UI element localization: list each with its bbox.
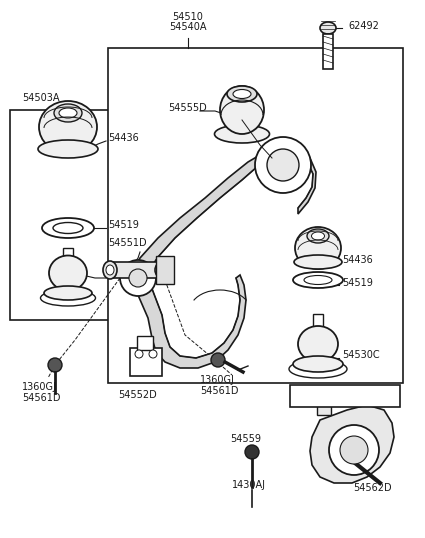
Circle shape bbox=[255, 137, 311, 193]
Text: 54503A: 54503A bbox=[22, 93, 60, 103]
Ellipse shape bbox=[304, 275, 332, 285]
Text: 54540A: 54540A bbox=[169, 22, 207, 32]
Ellipse shape bbox=[106, 265, 114, 275]
Ellipse shape bbox=[42, 218, 94, 238]
Text: 54530C: 54530C bbox=[342, 350, 380, 360]
Text: 54552D: 54552D bbox=[118, 390, 157, 400]
Bar bbox=[156, 256, 174, 284]
Bar bbox=[130, 348, 162, 376]
Text: REF,50-517: REF,50-517 bbox=[312, 391, 378, 401]
Bar bbox=[313, 314, 323, 344]
Ellipse shape bbox=[320, 22, 336, 34]
Circle shape bbox=[120, 260, 156, 296]
Ellipse shape bbox=[59, 108, 77, 118]
Ellipse shape bbox=[312, 232, 325, 240]
Bar bbox=[108, 48, 403, 383]
Text: 54519: 54519 bbox=[342, 278, 373, 288]
Polygon shape bbox=[310, 405, 394, 483]
Text: 54436: 54436 bbox=[108, 133, 139, 143]
Ellipse shape bbox=[307, 229, 329, 243]
Ellipse shape bbox=[295, 227, 341, 269]
Text: 54510: 54510 bbox=[173, 12, 204, 22]
Text: 54551D: 54551D bbox=[108, 238, 147, 248]
Ellipse shape bbox=[49, 256, 87, 291]
Ellipse shape bbox=[220, 86, 264, 134]
Circle shape bbox=[340, 436, 368, 464]
Circle shape bbox=[211, 353, 225, 367]
Ellipse shape bbox=[215, 125, 269, 143]
Circle shape bbox=[48, 358, 62, 372]
Polygon shape bbox=[130, 148, 316, 275]
Ellipse shape bbox=[289, 360, 347, 378]
Ellipse shape bbox=[53, 223, 83, 233]
Circle shape bbox=[129, 269, 147, 287]
Ellipse shape bbox=[40, 290, 96, 306]
Ellipse shape bbox=[155, 262, 169, 278]
Text: 54436: 54436 bbox=[342, 255, 373, 265]
Ellipse shape bbox=[39, 101, 97, 153]
Text: 1360GJ: 1360GJ bbox=[22, 382, 57, 392]
Bar bbox=[290, 385, 400, 407]
Text: 62492: 62492 bbox=[348, 21, 379, 31]
Text: 54559: 54559 bbox=[230, 434, 261, 444]
Ellipse shape bbox=[293, 356, 343, 372]
Ellipse shape bbox=[298, 326, 338, 362]
Ellipse shape bbox=[44, 286, 92, 300]
Text: 54519: 54519 bbox=[108, 220, 139, 230]
Ellipse shape bbox=[293, 272, 343, 288]
Circle shape bbox=[267, 149, 299, 181]
Bar bbox=[63, 248, 73, 273]
Bar bbox=[110, 262, 162, 278]
Bar bbox=[317, 403, 331, 415]
Ellipse shape bbox=[233, 89, 251, 98]
Ellipse shape bbox=[294, 255, 342, 269]
Text: 54561D: 54561D bbox=[200, 386, 238, 396]
Text: 54562D: 54562D bbox=[353, 483, 391, 493]
Polygon shape bbox=[130, 275, 246, 368]
Text: 1430AJ: 1430AJ bbox=[232, 480, 266, 490]
Ellipse shape bbox=[103, 261, 117, 279]
Bar bbox=[323, 34, 333, 69]
Circle shape bbox=[245, 445, 259, 459]
Text: 54561D: 54561D bbox=[22, 393, 60, 403]
Circle shape bbox=[149, 350, 157, 358]
Bar bbox=[10, 110, 158, 320]
Ellipse shape bbox=[38, 140, 98, 158]
Circle shape bbox=[135, 350, 143, 358]
Bar bbox=[137, 336, 153, 350]
Text: 54555D: 54555D bbox=[168, 103, 207, 113]
Text: 54530C: 54530C bbox=[108, 270, 146, 280]
Text: 1360GJ: 1360GJ bbox=[200, 375, 235, 385]
Ellipse shape bbox=[227, 86, 257, 102]
Circle shape bbox=[329, 425, 379, 475]
Ellipse shape bbox=[54, 104, 82, 122]
